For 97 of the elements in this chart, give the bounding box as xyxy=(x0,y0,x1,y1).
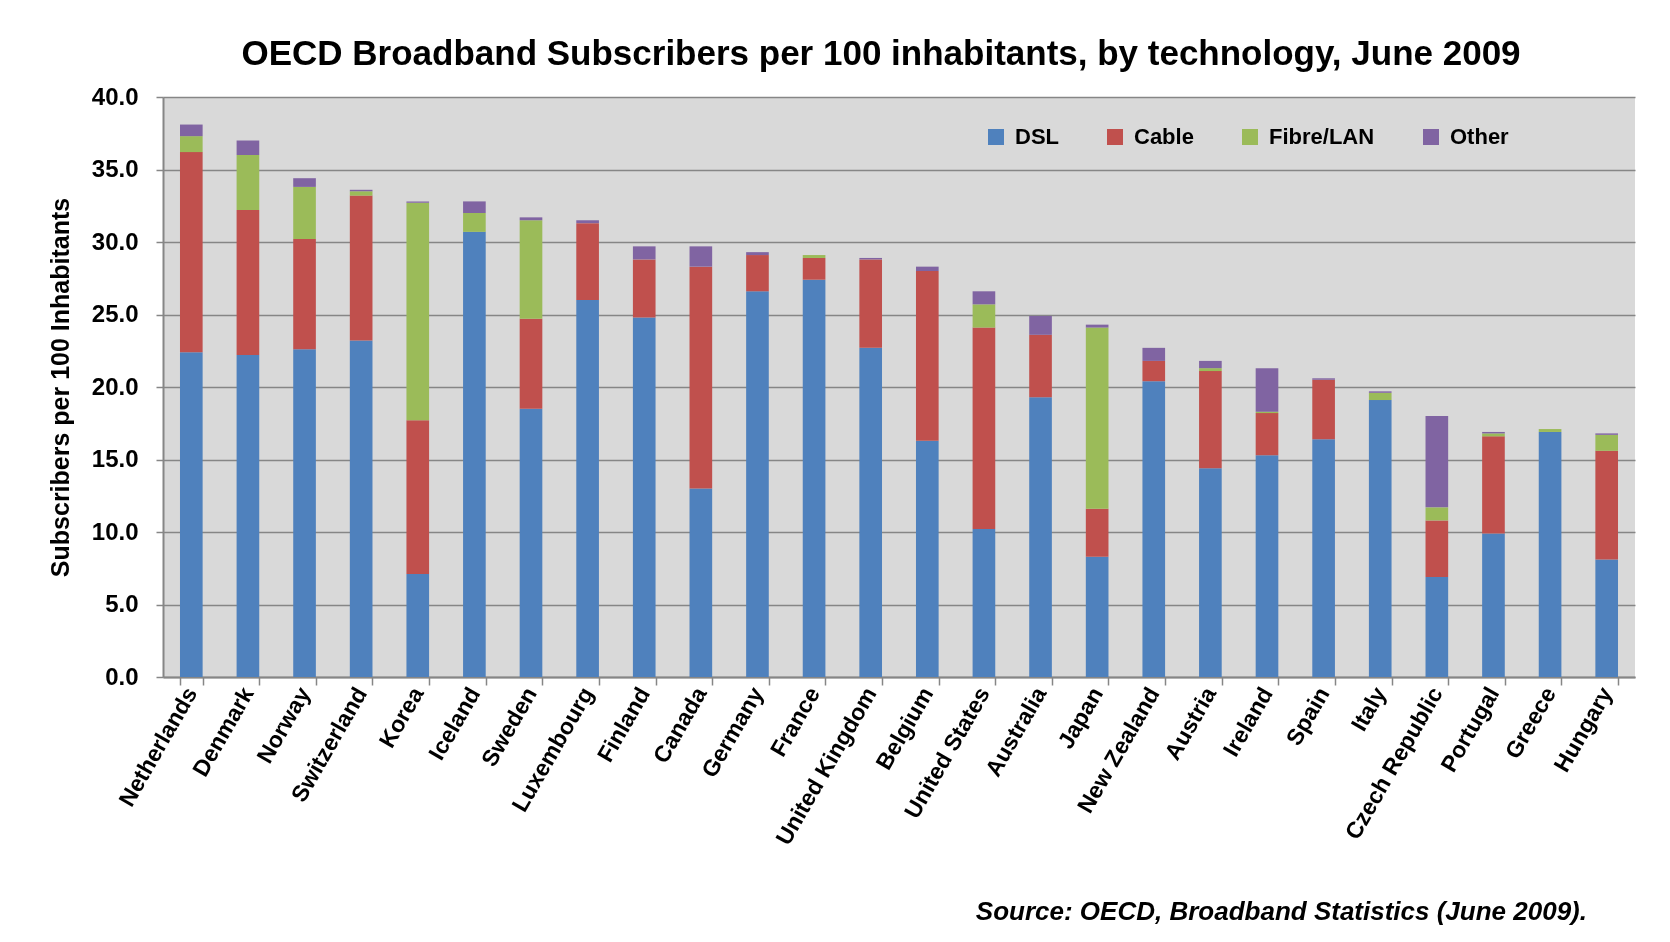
bar xyxy=(915,440,939,677)
bar xyxy=(1142,360,1166,382)
bar xyxy=(349,195,373,341)
bar xyxy=(1199,468,1222,677)
bar xyxy=(1538,429,1562,432)
bar xyxy=(1142,381,1166,677)
bar xyxy=(293,178,316,187)
bar xyxy=(632,259,656,318)
legend-label: Fibre/LAN xyxy=(1269,124,1375,149)
bar xyxy=(1085,556,1109,677)
bar xyxy=(463,201,486,213)
y-tick-label: 40.0 xyxy=(91,82,139,110)
bar xyxy=(1029,334,1052,398)
bar xyxy=(293,186,316,240)
bar xyxy=(915,271,939,441)
bar xyxy=(689,266,713,489)
bar xyxy=(972,291,996,305)
bar xyxy=(236,140,260,155)
bar xyxy=(1595,450,1619,560)
bar xyxy=(1199,368,1222,372)
bar xyxy=(179,152,203,353)
y-tick-label: 25.0 xyxy=(91,300,139,327)
bar xyxy=(179,136,203,153)
bar xyxy=(632,246,656,260)
bar xyxy=(802,279,826,677)
bar xyxy=(1595,434,1619,451)
bar xyxy=(519,408,543,677)
bar xyxy=(576,220,599,224)
bar xyxy=(293,349,316,677)
bar xyxy=(1425,576,1449,677)
bar xyxy=(689,488,713,677)
bar xyxy=(406,420,430,575)
bar xyxy=(1368,392,1392,401)
bar xyxy=(576,223,599,300)
y-tick-label: 10.0 xyxy=(91,517,139,545)
bar xyxy=(1199,371,1222,469)
bar xyxy=(1482,533,1505,677)
bar xyxy=(1255,368,1279,412)
bar xyxy=(1425,507,1449,521)
bar xyxy=(519,318,543,409)
bar xyxy=(1425,520,1449,577)
bar xyxy=(1255,413,1279,456)
bar xyxy=(1029,397,1052,677)
bar xyxy=(406,202,430,421)
bar xyxy=(519,217,543,221)
bar xyxy=(349,191,373,196)
bar xyxy=(349,340,373,677)
legend-label: Cable xyxy=(1134,124,1194,149)
bar xyxy=(1255,455,1279,677)
bar xyxy=(746,252,769,256)
y-tick-label: 15.0 xyxy=(91,445,139,472)
bar xyxy=(1368,400,1392,677)
bar xyxy=(859,259,883,348)
bar xyxy=(972,529,996,677)
bar xyxy=(689,246,713,267)
bar xyxy=(576,300,599,677)
bar xyxy=(802,255,826,258)
bar xyxy=(1595,559,1619,677)
bar xyxy=(1085,327,1109,509)
bar xyxy=(746,291,769,677)
source-note: Source: OECD, Broadband Statistics (June 2009). xyxy=(975,896,1587,926)
bar xyxy=(293,239,316,350)
bar xyxy=(1312,379,1335,440)
y-tick-label: 35.0 xyxy=(91,155,139,182)
y-tick-label: 0.0 xyxy=(105,662,139,690)
bar xyxy=(236,355,260,677)
y-tick-label: 30.0 xyxy=(91,227,139,255)
bar xyxy=(1312,439,1335,677)
chart-title: OECD Broadband Subscribers per 100 inhabitants, by technology, June 2009 xyxy=(241,33,1521,72)
bar xyxy=(1085,508,1109,557)
bar xyxy=(463,231,486,677)
bar xyxy=(1482,436,1505,534)
bar xyxy=(1142,347,1166,361)
bar xyxy=(1085,324,1109,328)
y-tick-label: 5.0 xyxy=(105,590,139,617)
bar xyxy=(1425,416,1449,508)
bar xyxy=(746,255,769,292)
bar xyxy=(236,210,260,356)
bar xyxy=(406,574,430,677)
bar xyxy=(463,213,486,232)
bar xyxy=(236,155,260,211)
bar xyxy=(915,266,939,271)
legend-label: Other xyxy=(1450,124,1510,149)
bar xyxy=(632,317,656,677)
legend-label: DSL xyxy=(1015,124,1059,149)
bar xyxy=(179,352,203,677)
bar xyxy=(859,347,883,677)
bar xyxy=(179,124,203,137)
bar xyxy=(1199,360,1222,369)
bar xyxy=(1538,431,1562,677)
y-tick-label: 20.0 xyxy=(91,372,139,400)
bar xyxy=(802,257,826,280)
bar xyxy=(972,327,996,530)
bar xyxy=(1029,315,1052,335)
bar xyxy=(519,220,543,319)
bar xyxy=(972,304,996,328)
y-axis-title: Subscribers per 100 Inhabitants xyxy=(45,197,74,578)
